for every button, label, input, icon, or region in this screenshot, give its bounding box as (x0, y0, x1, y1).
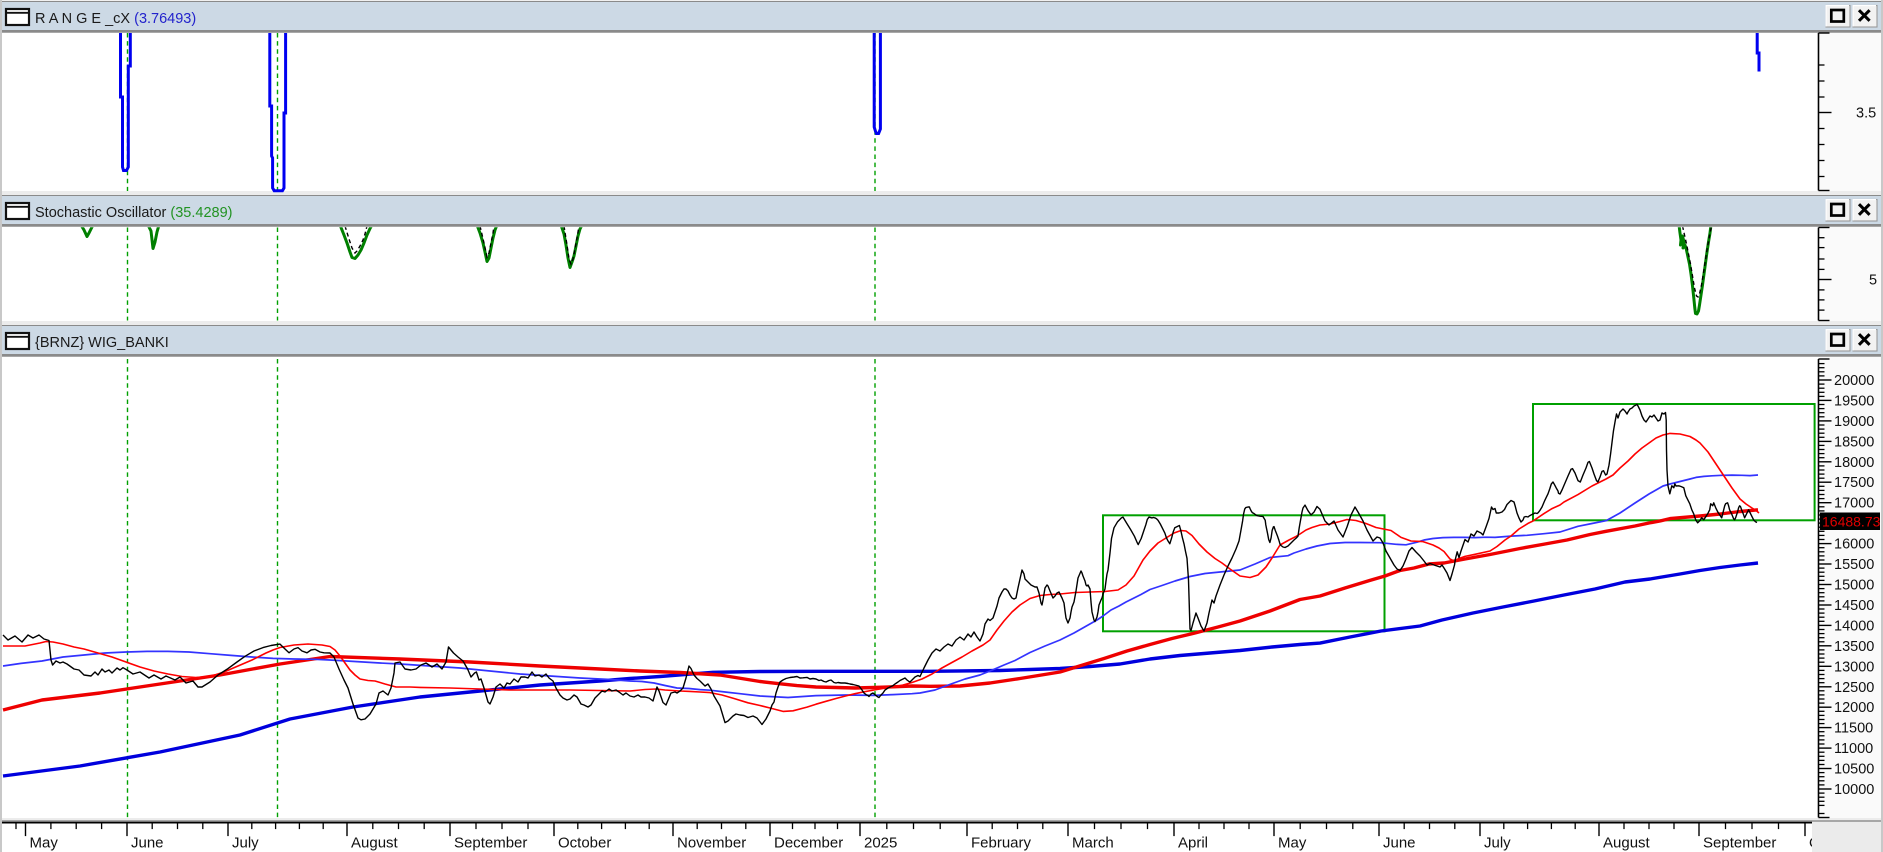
svg-text:13000: 13000 (1834, 659, 1874, 675)
svg-text:16488.73: 16488.73 (1822, 514, 1881, 530)
svg-text:August: August (1603, 835, 1651, 852)
svg-text:11500: 11500 (1834, 721, 1873, 737)
svg-text:11000: 11000 (1834, 741, 1873, 757)
svg-text:14500: 14500 (1834, 598, 1874, 614)
svg-text:12500: 12500 (1834, 680, 1874, 696)
svg-text:June: June (1383, 835, 1416, 852)
svg-text:October: October (558, 835, 611, 852)
svg-text:19000: 19000 (1834, 414, 1874, 430)
svg-text:Stochastic Oscillator (35.4289: Stochastic Oscillator (35.4289) (35, 205, 232, 221)
svg-text:July: July (1484, 835, 1511, 852)
svg-text:14000: 14000 (1834, 618, 1874, 634)
svg-text:2025: 2025 (864, 835, 897, 852)
svg-text:18000: 18000 (1834, 455, 1874, 471)
svg-text:R A N G E _cX (3.76493): R A N G E _cX (3.76493) (35, 11, 196, 27)
svg-text:{BRNZ} WIG_BANKI: {BRNZ} WIG_BANKI (35, 335, 169, 351)
svg-text:19500: 19500 (1834, 393, 1874, 409)
svg-text:May: May (30, 835, 59, 852)
svg-text:May: May (1278, 835, 1307, 852)
svg-text:10500: 10500 (1834, 762, 1874, 778)
svg-text:15000: 15000 (1834, 578, 1874, 594)
svg-text:April: April (1178, 835, 1208, 852)
svg-text:10000: 10000 (1834, 782, 1874, 798)
svg-text:July: July (232, 835, 259, 852)
svg-text:18500: 18500 (1834, 434, 1874, 450)
svg-text:12000: 12000 (1834, 700, 1874, 716)
svg-text:February: February (971, 835, 1032, 852)
svg-text:September: September (1703, 835, 1776, 852)
svg-text:17000: 17000 (1834, 496, 1874, 512)
svg-text:16000: 16000 (1834, 537, 1874, 553)
svg-text:5: 5 (1869, 273, 1877, 289)
svg-text:17500: 17500 (1834, 475, 1874, 491)
svg-text:13500: 13500 (1834, 639, 1874, 655)
svg-text:3.5: 3.5 (1856, 106, 1876, 122)
svg-text:December: December (774, 835, 843, 852)
svg-text:September: September (454, 835, 527, 852)
svg-text:March: March (1072, 835, 1114, 852)
svg-text:November: November (677, 835, 746, 852)
svg-text:June: June (131, 835, 164, 852)
svg-text:15500: 15500 (1834, 557, 1874, 573)
svg-text:20000: 20000 (1834, 373, 1874, 389)
svg-text:August: August (351, 835, 399, 852)
